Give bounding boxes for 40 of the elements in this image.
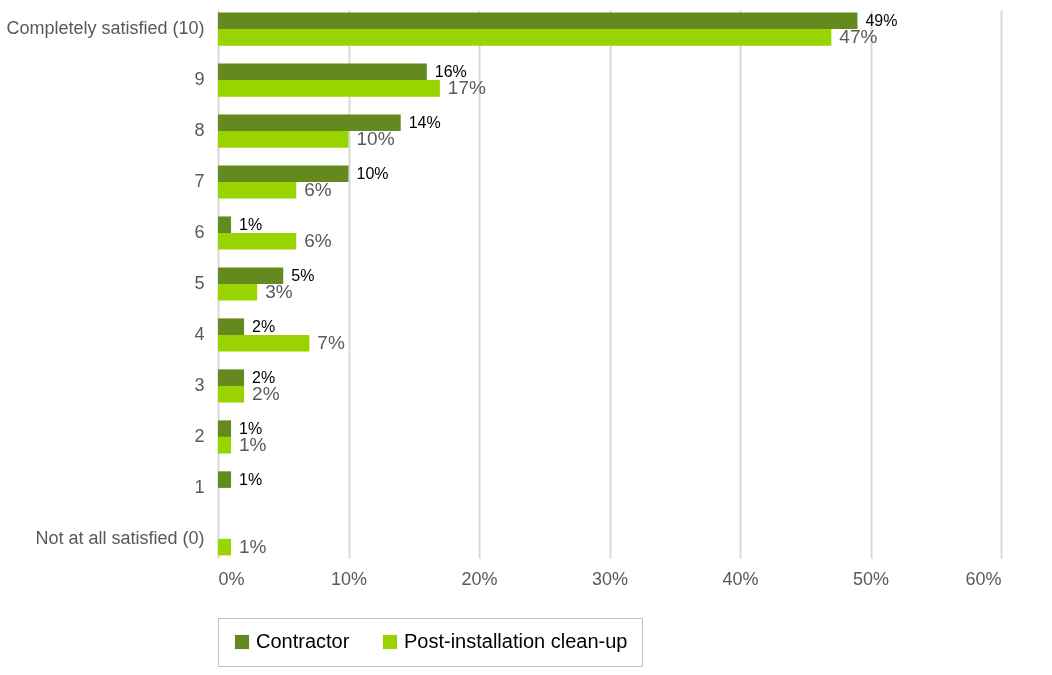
legend-label: Contractor xyxy=(256,630,350,652)
x-tick-label: 60% xyxy=(965,568,1002,589)
data-label: 10% xyxy=(356,164,389,182)
data-label: 2% xyxy=(252,383,280,405)
data-label: 16% xyxy=(434,62,467,80)
x-tick-label: 20% xyxy=(461,568,498,589)
data-label: 47% xyxy=(839,26,878,48)
data-label: 1% xyxy=(239,215,263,233)
y-tick-label: 1 xyxy=(194,476,205,497)
y-tick-label: 4 xyxy=(194,323,205,344)
y-tick-label: 2 xyxy=(194,425,205,446)
y-tick-label: 9 xyxy=(194,69,205,90)
data-label: 1% xyxy=(239,419,263,437)
data-label: 10% xyxy=(356,128,395,150)
y-tick-label: Not at all satisfied (0) xyxy=(35,527,205,548)
data-label: 14% xyxy=(408,113,441,131)
data-label: 6% xyxy=(304,179,332,201)
data-label: 2% xyxy=(252,368,276,386)
data-label: 7% xyxy=(317,332,345,354)
y-tick-label: 5 xyxy=(194,273,205,293)
y-tick-label: 6 xyxy=(194,222,205,243)
x-tick-label: 10% xyxy=(330,568,368,589)
x-tick-label: 40% xyxy=(722,568,759,589)
data-label: 2% xyxy=(252,317,276,335)
legend-label: Post-installation clean-up xyxy=(404,630,628,652)
data-label: 1% xyxy=(239,434,267,456)
y-tick-label: 8 xyxy=(194,120,205,141)
y-tick-label: 7 xyxy=(194,171,205,192)
data-label: 6% xyxy=(304,230,332,252)
data-label: 3% xyxy=(265,281,293,303)
x-tick-label: 30% xyxy=(591,568,629,589)
data-label: 49% xyxy=(865,11,898,29)
data-label: 5% xyxy=(291,266,315,284)
y-tick-label: Completely satisfied (10) xyxy=(6,18,205,39)
x-tick-label: 0% xyxy=(218,568,245,589)
data-label: 17% xyxy=(447,77,486,99)
data-label: 1% xyxy=(239,470,263,488)
y-tick-label: 3 xyxy=(194,374,205,395)
data-label: 1% xyxy=(239,536,267,558)
x-tick-label: 50% xyxy=(852,568,890,589)
